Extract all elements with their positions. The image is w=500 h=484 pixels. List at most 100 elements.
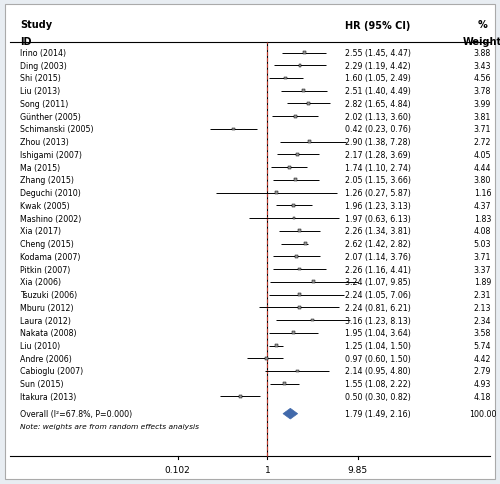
Text: 3.71: 3.71 [474,252,491,261]
Bar [283,382,286,385]
Text: Mburu (2012): Mburu (2012) [20,303,74,312]
Text: Andre (2006): Andre (2006) [20,354,72,363]
Text: 2.51 (1.40, 4.49): 2.51 (1.40, 4.49) [344,87,410,96]
Text: 2.29 (1.19, 4.42): 2.29 (1.19, 4.42) [344,61,410,71]
Text: Xia (2017): Xia (2017) [20,227,61,236]
Bar [275,192,278,195]
Text: 4.18: 4.18 [474,392,491,401]
Bar [298,230,301,233]
Text: 2.90 (1.38, 7.28): 2.90 (1.38, 7.28) [345,138,410,147]
Text: Ishigami (2007): Ishigami (2007) [20,151,82,160]
Text: 3.88: 3.88 [474,49,491,58]
Text: 2.02 (1.13, 3.60): 2.02 (1.13, 3.60) [344,112,410,121]
Text: 2.07 (1.14, 3.76): 2.07 (1.14, 3.76) [344,252,410,261]
Text: Günther (2005): Günther (2005) [20,112,81,121]
Text: 3.37: 3.37 [474,265,491,274]
Text: Study: Study [20,20,52,30]
Text: 2.24 (1.05, 7.06): 2.24 (1.05, 7.06) [344,290,410,300]
Bar [284,77,288,80]
Bar [294,179,297,182]
Text: 4.37: 4.37 [474,201,491,211]
Text: Mashino (2002): Mashino (2002) [20,214,81,223]
Text: ID: ID [20,37,32,47]
Bar [294,256,298,258]
Text: Zhou (2013): Zhou (2013) [20,138,69,147]
Text: 3.71: 3.71 [474,125,491,134]
Text: 100.00: 100.00 [469,409,496,418]
Bar [298,65,302,67]
Text: 1.74 (1.10, 2.74): 1.74 (1.10, 2.74) [344,163,410,172]
Text: 0.97 (0.60, 1.50): 0.97 (0.60, 1.50) [344,354,410,363]
Text: Liu (2010): Liu (2010) [20,341,60,350]
Bar [293,217,296,220]
Text: HR (95% CI): HR (95% CI) [345,21,410,31]
Text: 1: 1 [264,465,270,474]
Text: Sun (2015): Sun (2015) [20,379,64,389]
Text: 2.17 (1.28, 3.69): 2.17 (1.28, 3.69) [344,151,410,160]
Bar [298,294,300,296]
Text: 3.99: 3.99 [474,100,491,109]
Text: 2.55 (1.45, 4.47): 2.55 (1.45, 4.47) [344,49,410,58]
Text: Nakata (2008): Nakata (2008) [20,329,76,337]
Bar [292,205,296,208]
Text: Zhang (2015): Zhang (2015) [20,176,74,185]
Text: 1.89: 1.89 [474,278,491,287]
Text: Pitkin (2007): Pitkin (2007) [20,265,70,274]
Text: 0.42 (0.23, 0.76): 0.42 (0.23, 0.76) [344,125,410,134]
Text: Itakura (2013): Itakura (2013) [20,392,76,401]
Bar [296,370,299,373]
Text: 1.83: 1.83 [474,214,491,223]
Text: 3.81: 3.81 [474,112,491,121]
Text: 2.79: 2.79 [474,367,491,376]
Text: 4.44: 4.44 [474,163,491,172]
Text: Irino (2014): Irino (2014) [20,49,66,58]
Text: Ma (2015): Ma (2015) [20,163,60,172]
Text: 1.79 (1.49, 2.16): 1.79 (1.49, 2.16) [344,409,410,418]
Text: 5.03: 5.03 [474,240,491,249]
Bar [238,395,242,398]
Text: 1.60 (1.05, 2.49): 1.60 (1.05, 2.49) [344,75,410,83]
Text: Weight: Weight [463,37,500,47]
Text: Kodama (2007): Kodama (2007) [20,252,80,261]
Bar [264,357,268,360]
Text: 1.96 (1.23, 3.13): 1.96 (1.23, 3.13) [344,201,410,211]
Text: 4.56: 4.56 [474,75,491,83]
Text: 9.85: 9.85 [348,465,368,474]
Text: Shi (2015): Shi (2015) [20,75,61,83]
Bar [232,128,234,131]
Bar [292,332,295,334]
Text: 5.74: 5.74 [474,341,491,350]
Text: 2.24 (0.81, 6.21): 2.24 (0.81, 6.21) [344,303,410,312]
Text: 3.43: 3.43 [474,61,491,71]
Bar [296,154,300,156]
Text: 3.80: 3.80 [474,176,491,185]
Text: 1.26 (0.27, 5.87): 1.26 (0.27, 5.87) [344,189,410,198]
Bar [304,242,307,245]
Bar [294,116,296,119]
Bar [298,268,301,271]
Text: Kwak (2005): Kwak (2005) [20,201,70,211]
Text: 2.26 (1.16, 4.41): 2.26 (1.16, 4.41) [344,265,410,274]
Text: Xia (2006): Xia (2006) [20,278,61,287]
Text: 3.24 (1.07, 9.85): 3.24 (1.07, 9.85) [344,278,410,287]
Text: Deguchi (2010): Deguchi (2010) [20,189,81,198]
Bar [302,90,305,93]
Polygon shape [283,408,298,419]
Text: 1.16: 1.16 [474,189,491,198]
Bar [288,166,290,169]
Text: 1.25 (1.04, 1.50): 1.25 (1.04, 1.50) [344,341,410,350]
Bar [298,306,300,309]
Text: 4.05: 4.05 [474,151,491,160]
Bar [274,344,278,348]
Text: 4.42: 4.42 [474,354,491,363]
Bar [303,52,306,55]
Bar [312,281,315,284]
Text: 2.34: 2.34 [474,316,491,325]
Text: 4.93: 4.93 [474,379,491,389]
Text: Schimanski (2005): Schimanski (2005) [20,125,94,134]
Text: %: % [478,20,488,30]
Text: 2.26 (1.34, 3.81): 2.26 (1.34, 3.81) [344,227,410,236]
Text: 1.55 (1.08, 2.22): 1.55 (1.08, 2.22) [344,379,410,389]
Text: 2.82 (1.65, 4.84): 2.82 (1.65, 4.84) [344,100,410,109]
Text: 2.13: 2.13 [474,303,491,312]
